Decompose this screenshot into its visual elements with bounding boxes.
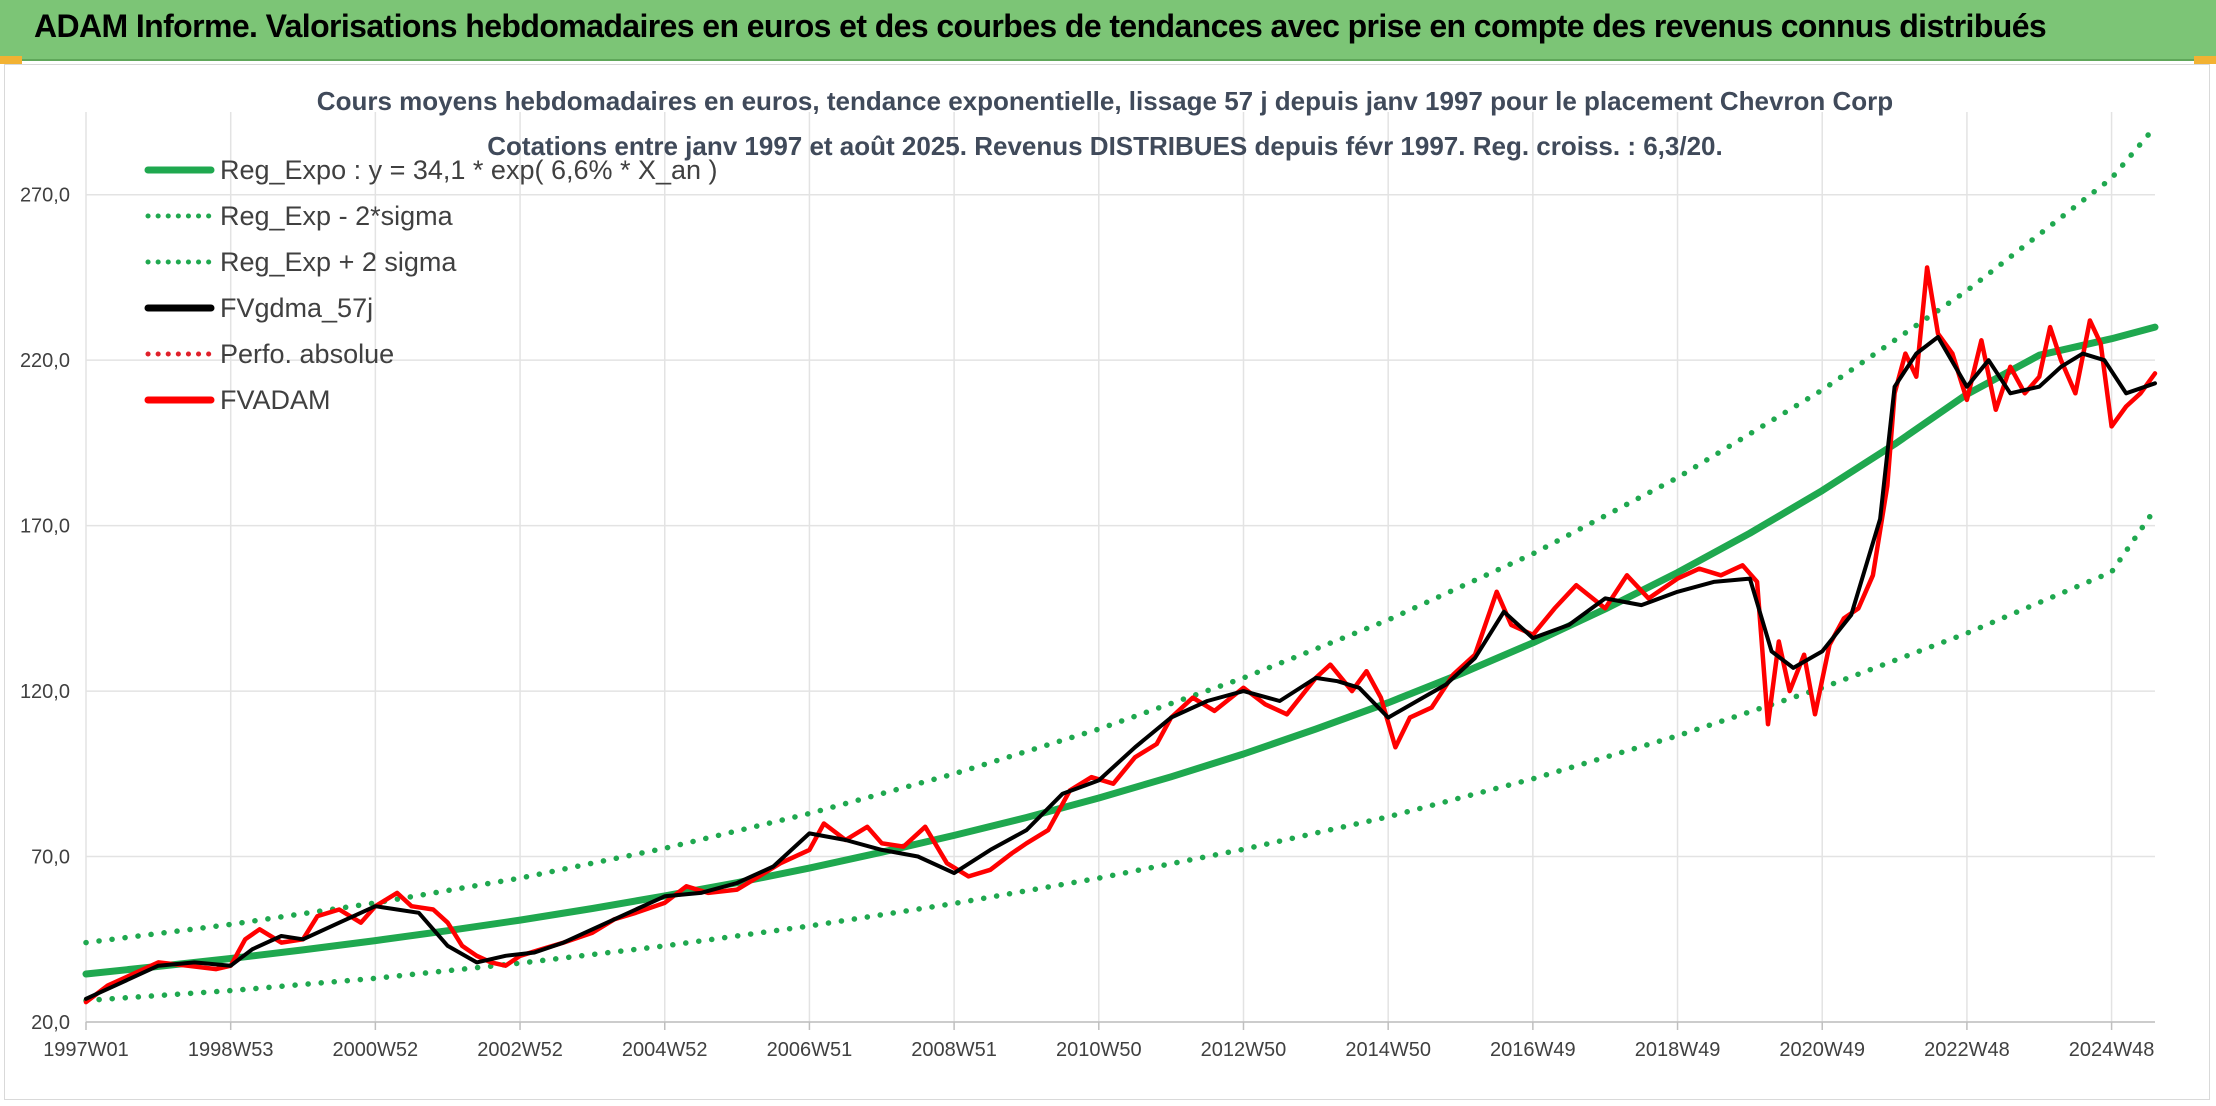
x-tick-label: 2000W52: [333, 1039, 419, 1061]
chart-legend: Reg_Expo : y = 34,1 * exp( 6,6% * X_an )…: [144, 155, 718, 415]
legend-label: Reg_Expo : y = 34,1 * exp( 6,6% * X_an ): [220, 155, 718, 185]
x-tick-label: 2002W52: [477, 1039, 563, 1061]
x-tick-label: 2008W51: [911, 1039, 997, 1061]
series-reg-expo: [82, 323, 2159, 978]
x-tick-label: 2022W48: [1924, 1039, 2010, 1061]
banner-corner-left: [0, 56, 22, 64]
banner-corner-right: [2194, 56, 2216, 64]
chart-area: Cours moyens hebdomadaires en euros, ten…: [4, 64, 2210, 1100]
y-tick-label: 120,0: [20, 681, 70, 703]
x-tick-label: 2006W51: [767, 1039, 853, 1061]
chart-axes: 20,0 70,0 120,0 170,0 220,0 270,0 1997W01 1998W…: [20, 185, 2155, 1061]
chart-subtitle: Cotations entre janv 1997 et août 2025. …: [487, 131, 1722, 161]
x-tick-label: 1998W53: [188, 1039, 274, 1061]
legend-label: FVgdma_57j: [220, 293, 373, 323]
legend-label: Reg_Exp - 2*sigma: [220, 201, 454, 231]
series-reg-exp-plus-2sigma: [83, 124, 2158, 946]
price-chart: Cours moyens hebdomadaires en euros, ten…: [20, 86, 2159, 1061]
x-tick-label: 2014W50: [1345, 1039, 1431, 1061]
x-tick-label: 1997W01: [43, 1039, 129, 1061]
chart-grid: [85, 112, 2155, 1023]
legend-label: Reg_Exp + 2 sigma: [220, 247, 457, 277]
report-banner: ADAM Informe. Valorisations hebdomadaire…: [0, 0, 2216, 61]
chart-title: Cours moyens hebdomadaires en euros, ten…: [317, 86, 1893, 116]
x-tick-label: 2018W49: [1635, 1039, 1721, 1061]
y-tick-label: 170,0: [20, 516, 70, 538]
series-fvadam: [83, 265, 2158, 1005]
series-fvgdma-57j: [84, 335, 2157, 1001]
x-tick-label: 2004W52: [622, 1039, 708, 1061]
series-reg-exp-minus-2sigma: [83, 506, 2158, 1004]
y-tick-label: 20,0: [31, 1012, 70, 1034]
x-tick-label: 2010W50: [1056, 1039, 1142, 1061]
y-tick-label: 220,0: [20, 350, 70, 372]
x-tick-label: 2016W49: [1490, 1039, 1576, 1061]
y-tick-label: 70,0: [31, 847, 70, 869]
x-tick-label: 2024W48: [2069, 1039, 2155, 1061]
x-tick-label: 2012W50: [1201, 1039, 1287, 1061]
legend-label: FVADAM: [220, 385, 331, 415]
legend-label: Perfo. absolue: [220, 339, 394, 369]
chart-series: [82, 124, 2159, 1005]
y-tick-label: 270,0: [20, 185, 70, 207]
x-tick-label: 2020W49: [1779, 1039, 1865, 1061]
report-title: ADAM Informe. Valorisations hebdomadaire…: [34, 8, 2047, 44]
